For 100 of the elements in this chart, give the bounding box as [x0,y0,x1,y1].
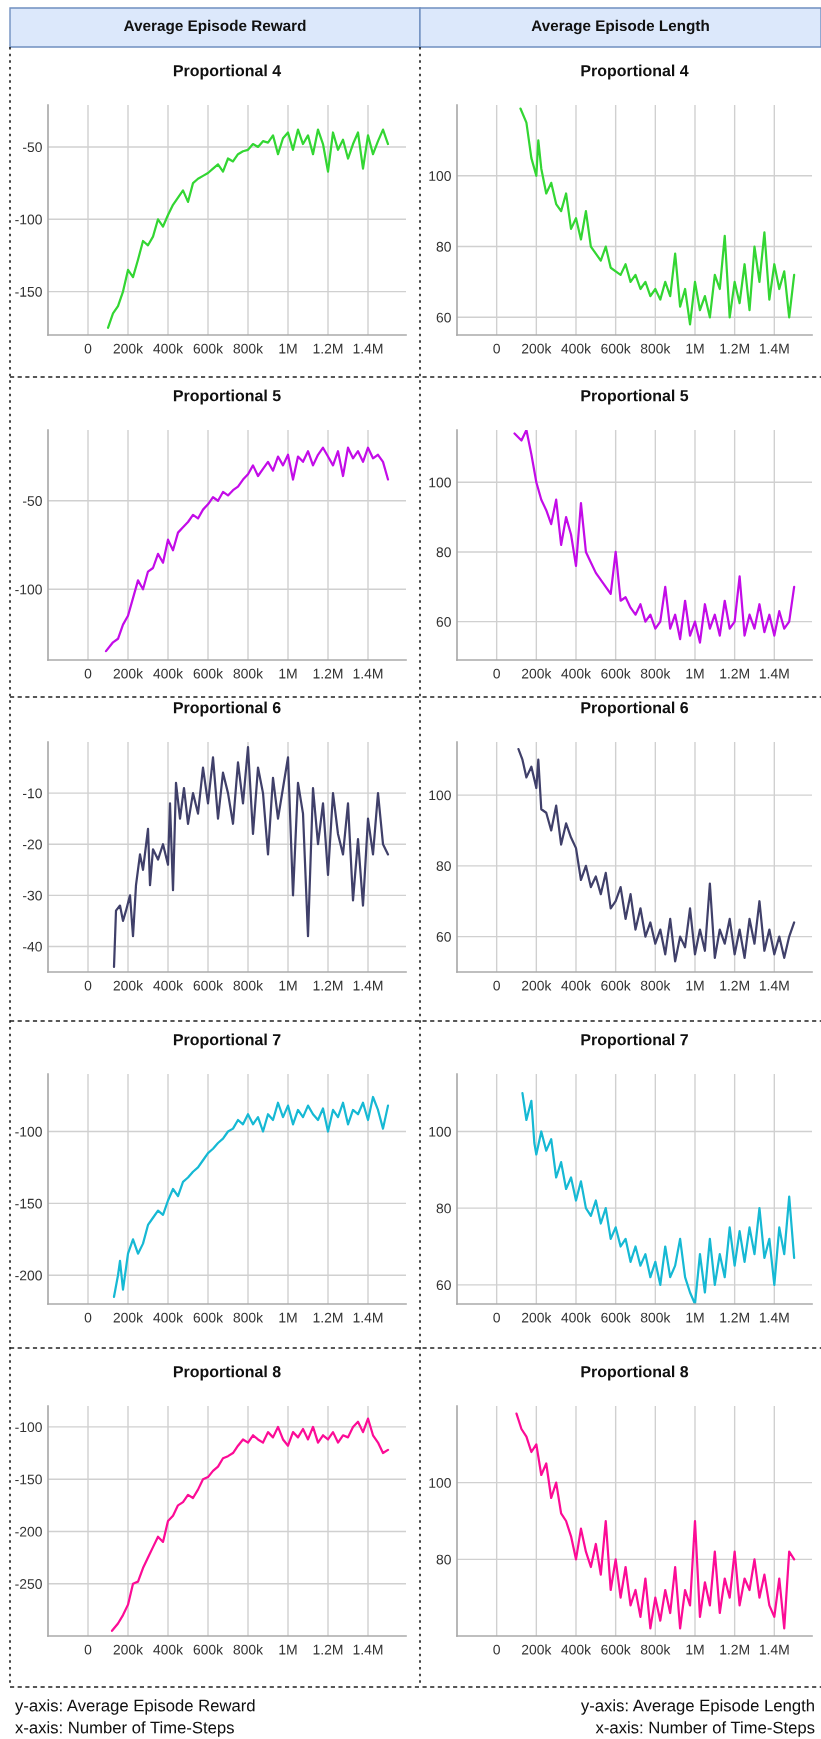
x-tick-label: 1M [686,1312,704,1323]
x-tick-label: 0 [493,668,500,679]
text: y-axis: Average Episode Reward [15,1699,255,1715]
x-tick-label: 1.2M [313,1644,343,1655]
x-tick-label: 800k [233,1312,264,1323]
x-tick-label: 600k [601,980,631,991]
x-tick-label: 800k [640,668,671,679]
line-series [517,747,796,963]
text: x-axis: Number of Time-Steps [595,1721,815,1737]
y-tick-label: -100 [15,1422,42,1433]
line-series [112,746,390,968]
x-tick-label: 0 [84,343,92,354]
x-tick-label: 600k [601,668,631,679]
x-tick-label: 400k [153,343,184,354]
x-tick-label: 0 [493,1312,500,1323]
x-tick-label: 800k [640,1644,671,1655]
chart-title: Proportional 8 [173,1365,281,1381]
x-tick-label: 600k [193,1644,224,1655]
chart-title: Proportional 7 [581,1033,688,1049]
x-tick-label: 0 [84,1644,92,1655]
y-tick-label: 100 [429,171,451,181]
y-tick-label: 100 [429,790,451,801]
line-series [110,1417,390,1632]
x-tick-label: 1.2M [313,343,343,354]
x-tick-label: 800k [233,343,264,354]
y-tick-label: -100 [15,214,42,225]
y-tick-label: -200 [15,1526,42,1537]
x-tick-label: 200k [521,980,552,991]
y-tick-label: 60 [436,1280,451,1290]
x-tick-label: 800k [233,1644,264,1655]
y-tick-label: -50 [22,142,42,153]
x-tick-label: 0 [493,343,500,354]
x-tick-label: 800k [233,980,264,991]
text: x-axis: Number of Time-Steps [15,1721,234,1737]
chart-title: Proportional 5 [581,389,689,405]
x-tick-label: 400k [153,980,184,991]
x-tick-label: 1M [279,1644,297,1655]
x-tick-label: 200k [113,980,144,991]
x-tick-label: 1.2M [313,980,343,991]
x-tick-label: 1.4M [759,980,789,991]
y-tick-label: 80 [436,861,451,872]
x-tick-label: 800k [640,1312,671,1323]
chart-title: Proportional 6 [173,701,281,717]
x-tick-label: 1.4M [353,1312,383,1323]
line-series [104,446,390,653]
y-tick-label: -100 [15,584,42,595]
x-tick-label: 1.4M [759,668,789,679]
x-tick-label: 1M [279,343,297,354]
x-tick-label: 1.4M [353,343,383,354]
x-tick-label: 1M [279,980,297,991]
x-tick-label: 400k [153,1312,184,1323]
x-tick-label: 1.4M [353,668,383,679]
x-tick-label: 800k [233,668,264,679]
y-tick-label: -50 [22,496,42,506]
y-tick-label: 80 [436,547,451,558]
x-tick-label: 1.2M [720,1312,749,1323]
x-tick-label: 200k [521,1644,552,1655]
x-tick-label: 0 [493,1644,500,1655]
x-tick-label: 0 [84,1312,92,1323]
y-tick-label: -10 [22,788,42,799]
x-tick-label: 200k [521,343,552,354]
x-tick-label: 1.4M [353,980,383,991]
x-tick-label: 800k [640,343,671,354]
y-tick-label: 100 [429,1126,451,1137]
line-series [112,1095,390,1298]
x-tick-label: 200k [521,668,552,679]
x-tick-label: 600k [601,1644,631,1655]
x-tick-label: 600k [193,668,224,679]
y-tick-label: 60 [436,931,451,942]
y-tick-label: -30 [22,890,42,901]
x-tick-label: 400k [561,343,592,354]
x-tick-label: 200k [113,1644,144,1655]
x-tick-label: 1.4M [759,1312,789,1323]
line-series [106,128,390,329]
y-tick-label: -40 [22,941,42,952]
x-tick-label: 1.2M [720,668,749,679]
y-tick-label: -250 [15,1579,42,1589]
chart-title: Proportional 5 [173,389,281,405]
chart-title: Proportional 8 [581,1365,689,1381]
text: Average Episode Reward [123,19,306,35]
x-tick-label: 0 [84,668,92,679]
y-tick-label: 100 [429,1478,451,1488]
y-tick-label: 60 [436,617,451,627]
x-tick-label: 1M [686,980,704,991]
x-tick-label: 1M [279,1312,297,1323]
text: Average Episode Length [531,19,709,35]
x-tick-label: 600k [193,343,224,354]
x-tick-label: 400k [153,668,184,679]
y-tick-label: 80 [436,1554,451,1565]
line-series [515,1412,796,1630]
x-tick-label: 1M [279,668,297,679]
y-tick-label: 60 [436,312,451,323]
x-tick-label: 200k [521,1312,552,1323]
x-tick-label: 200k [113,343,144,354]
x-tick-label: 400k [561,668,592,679]
x-tick-label: 600k [601,343,631,354]
x-tick-label: 600k [601,1312,631,1323]
y-tick-label: 80 [436,1203,451,1214]
x-tick-label: 1.4M [353,1644,383,1655]
text: y-axis: Average Episode Length [580,1699,814,1715]
